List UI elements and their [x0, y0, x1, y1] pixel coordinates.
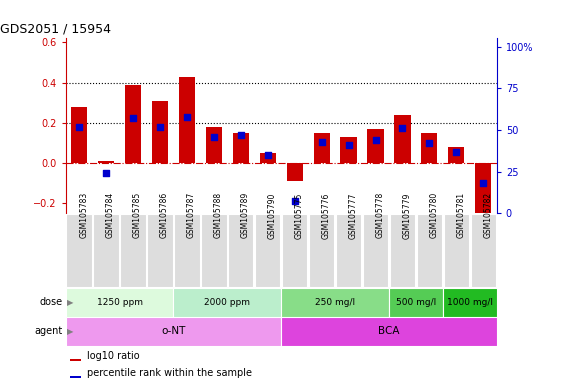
- Text: GDS2051 / 15954: GDS2051 / 15954: [0, 23, 111, 36]
- Bar: [281, 288, 389, 317]
- Text: log10 ratio: log10 ratio: [87, 351, 140, 361]
- Text: 1000 mg/l: 1000 mg/l: [447, 298, 493, 307]
- Point: [425, 140, 434, 146]
- Text: GSM105781: GSM105781: [456, 192, 465, 238]
- Bar: [201, 214, 227, 287]
- Bar: [475, 163, 492, 217]
- Bar: [98, 161, 114, 163]
- Point: [398, 125, 407, 131]
- Text: GSM105788: GSM105788: [214, 192, 223, 238]
- Bar: [395, 115, 411, 163]
- Point: [210, 134, 219, 140]
- Text: dose: dose: [40, 297, 63, 308]
- Text: 1250 ppm: 1250 ppm: [96, 298, 143, 307]
- Bar: [389, 288, 443, 317]
- Bar: [174, 288, 281, 317]
- Text: GSM105790: GSM105790: [268, 192, 277, 238]
- Text: o-NT: o-NT: [161, 326, 186, 336]
- Bar: [282, 214, 307, 287]
- Point: [263, 152, 272, 158]
- Point: [236, 132, 246, 138]
- Bar: [448, 147, 464, 163]
- Text: GSM105785: GSM105785: [133, 192, 142, 238]
- Bar: [233, 133, 249, 163]
- Bar: [179, 76, 195, 163]
- Text: GSM105775: GSM105775: [295, 192, 304, 238]
- Bar: [174, 214, 200, 287]
- Point: [75, 124, 84, 130]
- Bar: [147, 214, 172, 287]
- Bar: [443, 288, 497, 317]
- Text: GSM105782: GSM105782: [483, 192, 492, 238]
- Bar: [471, 214, 496, 287]
- Text: BCA: BCA: [378, 326, 400, 336]
- Text: agent: agent: [35, 326, 63, 336]
- Point: [155, 124, 164, 130]
- Bar: [421, 133, 437, 163]
- Bar: [367, 129, 384, 163]
- Point: [478, 180, 488, 186]
- Bar: [287, 163, 303, 181]
- Bar: [125, 84, 141, 163]
- Point: [102, 170, 111, 176]
- Bar: [228, 214, 254, 287]
- Bar: [255, 214, 280, 287]
- Text: GSM105786: GSM105786: [160, 192, 169, 238]
- Text: GSM105789: GSM105789: [241, 192, 250, 238]
- Text: GSM105784: GSM105784: [106, 192, 115, 238]
- Bar: [417, 214, 442, 287]
- Text: GSM105776: GSM105776: [321, 192, 331, 238]
- Point: [344, 142, 353, 148]
- Bar: [66, 214, 92, 287]
- Text: GSM105779: GSM105779: [403, 192, 412, 238]
- Bar: [152, 101, 168, 163]
- Bar: [340, 137, 357, 163]
- Bar: [94, 214, 119, 287]
- Bar: [390, 214, 415, 287]
- Point: [128, 115, 138, 121]
- Bar: [260, 153, 276, 163]
- Bar: [120, 214, 146, 287]
- Bar: [336, 214, 361, 287]
- Text: ▶: ▶: [67, 298, 73, 307]
- Text: GSM105777: GSM105777: [348, 192, 357, 238]
- Point: [182, 114, 191, 120]
- Text: GSM105778: GSM105778: [376, 192, 384, 238]
- Bar: [444, 214, 469, 287]
- Point: [371, 137, 380, 143]
- Bar: [66, 288, 174, 317]
- Bar: [66, 317, 281, 346]
- Bar: [70, 376, 81, 379]
- Text: GSM105783: GSM105783: [79, 192, 88, 238]
- Text: ▶: ▶: [67, 327, 73, 336]
- Point: [290, 199, 299, 205]
- Text: 2000 ppm: 2000 ppm: [204, 298, 250, 307]
- Point: [452, 149, 461, 155]
- Bar: [281, 317, 497, 346]
- Text: GSM105787: GSM105787: [187, 192, 196, 238]
- Bar: [206, 127, 222, 163]
- Text: 250 mg/l: 250 mg/l: [315, 298, 355, 307]
- Text: 500 mg/l: 500 mg/l: [396, 298, 436, 307]
- Bar: [313, 133, 329, 163]
- Bar: [71, 107, 87, 163]
- Text: GSM105780: GSM105780: [429, 192, 439, 238]
- Point: [317, 139, 326, 145]
- Text: percentile rank within the sample: percentile rank within the sample: [87, 368, 252, 378]
- Bar: [309, 214, 334, 287]
- Bar: [70, 359, 81, 361]
- Bar: [363, 214, 388, 287]
